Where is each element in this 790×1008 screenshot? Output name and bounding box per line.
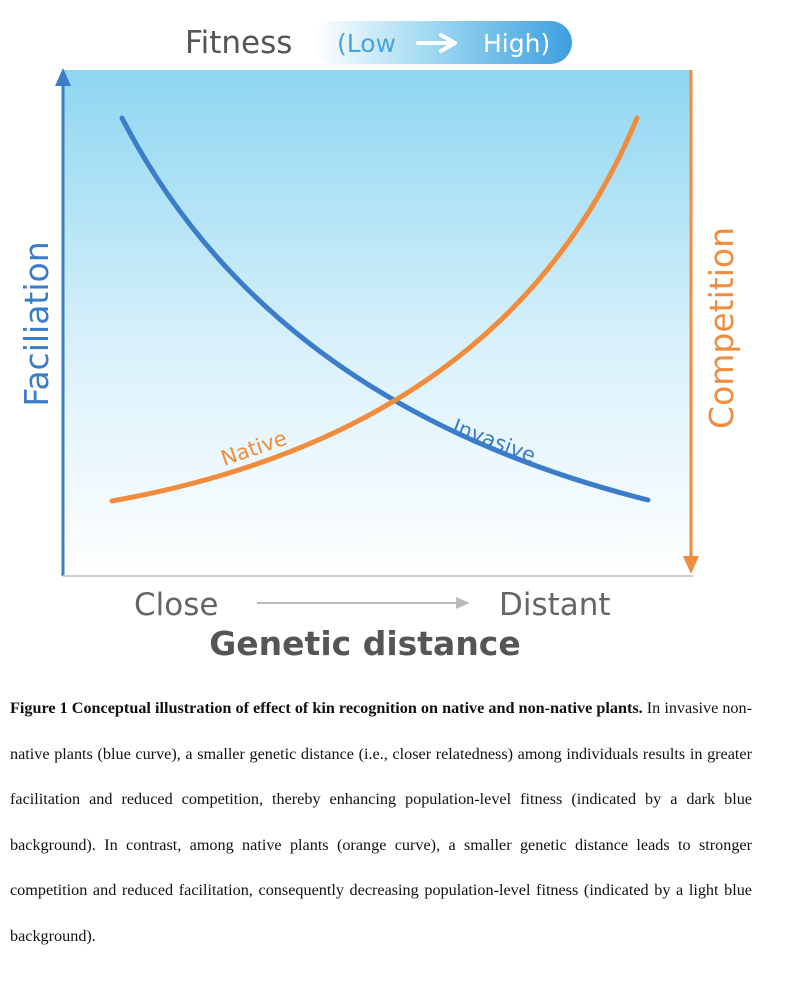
fitness-high-label: High) xyxy=(483,29,550,58)
x-axis-close-label: Close xyxy=(134,587,218,623)
fitness-background xyxy=(63,70,691,576)
invasive-curve xyxy=(119,115,651,503)
fitness-low-label: (Low xyxy=(337,29,396,58)
caption-title: Figure 1 Conceptual illustration of effe… xyxy=(10,699,643,717)
arrow-right-icon xyxy=(416,33,457,53)
y-right-axis-label: Competition xyxy=(702,227,741,429)
x-axis-distant-label: Distant xyxy=(499,587,611,623)
figure-caption: Figure 1 Conceptual illustration of effe… xyxy=(10,686,752,959)
arrow-right-icon xyxy=(257,597,470,609)
native-curve xyxy=(109,115,640,504)
fitness-title: Fitness xyxy=(185,25,292,61)
facilitation-axis xyxy=(55,68,71,576)
kin-recognition-diagram: Fitness (Low High) Faciliation Competiti… xyxy=(17,21,741,663)
caption-body: In invasive non-native plants (blue curv… xyxy=(10,699,753,945)
x-axis-title: Genetic distance xyxy=(209,624,521,663)
competition-axis xyxy=(683,70,699,574)
y-left-axis-label: Faciliation xyxy=(17,241,56,406)
